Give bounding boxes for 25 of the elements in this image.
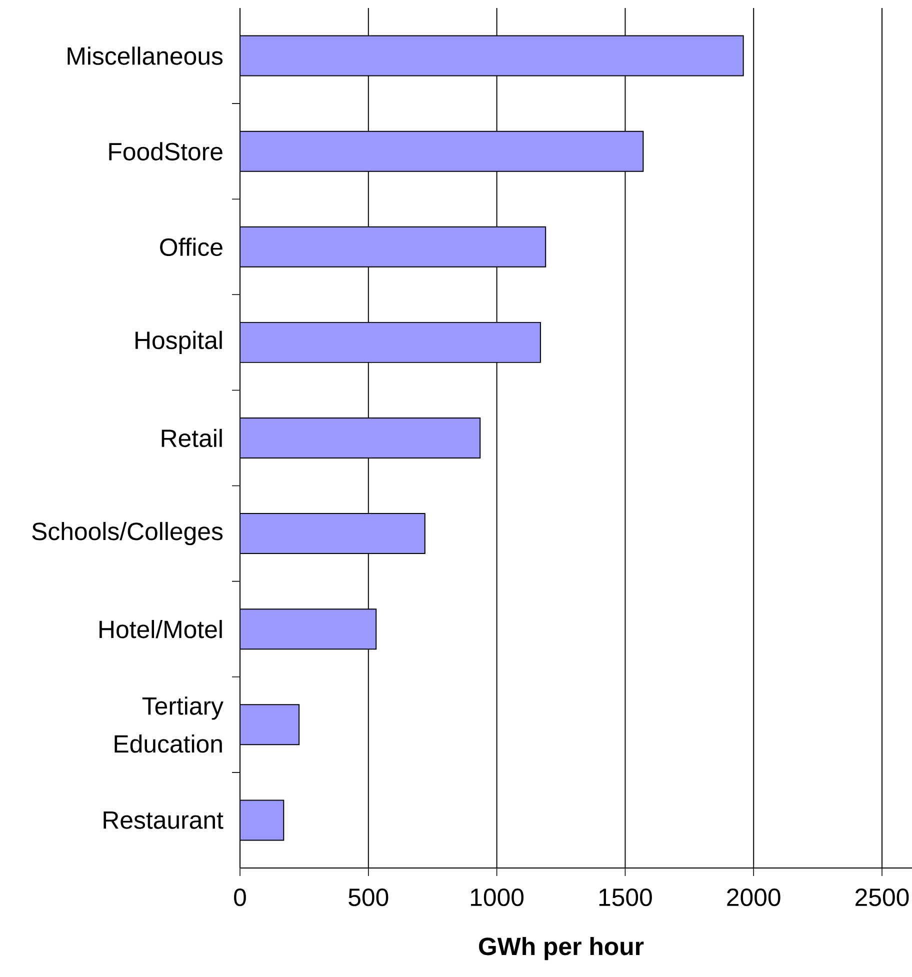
x-tick-label: 500 (348, 888, 388, 906)
y-tick-label: Miscellaneous (68, 46, 223, 65)
y-tick-label: FoodStore (109, 142, 222, 160)
bar (240, 608, 377, 650)
y-tick-label: Hotel/Motel (100, 620, 222, 638)
bar (240, 800, 284, 841)
y-tick-label: Retail (162, 428, 222, 448)
bar (240, 35, 744, 76)
bar (240, 513, 426, 554)
y-tick-label: Schools/Colleges (32, 522, 223, 546)
x-tick-label: 2000 (727, 888, 780, 906)
bar (240, 417, 481, 458)
bar (240, 704, 300, 746)
y-tick-label: Office (160, 238, 222, 256)
x-tick-label: 2500 (856, 888, 909, 906)
x-tick-label: 1500 (599, 888, 652, 906)
bar (240, 130, 644, 172)
y-tick-label: Restaurant (104, 812, 224, 829)
x-axis-title: GWh per hour (479, 936, 644, 960)
bar (240, 322, 541, 363)
bar (240, 226, 546, 268)
x-tick-label: 0 (234, 888, 246, 906)
x-tick-label: 1000 (470, 888, 524, 906)
y-tick-label: Tertiary Education (114, 696, 224, 753)
y-tick-label: Hospital (136, 330, 222, 354)
